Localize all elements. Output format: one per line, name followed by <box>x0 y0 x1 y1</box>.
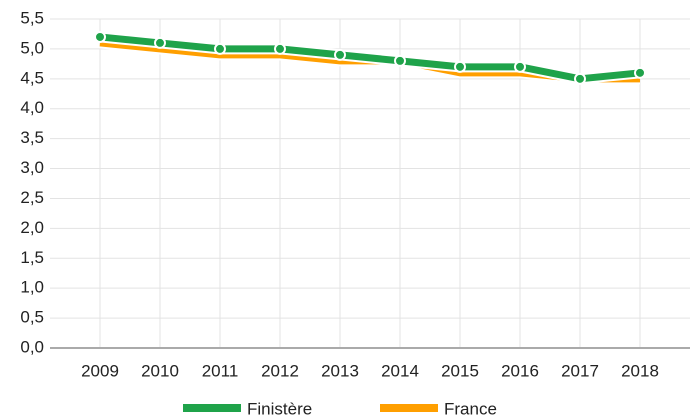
x-tick-label: 2014 <box>381 361 419 380</box>
line <box>99 33 641 83</box>
legend-label: Finistère <box>247 399 312 418</box>
y-tick-label: 1,0 <box>20 278 44 297</box>
point <box>574 72 586 85</box>
y-tick-label: 5,5 <box>20 8 44 27</box>
point <box>514 60 526 73</box>
point <box>394 54 406 67</box>
point <box>274 42 286 55</box>
x-tick-label: 2013 <box>321 361 359 380</box>
y-tick-label: 2,0 <box>20 218 44 237</box>
x-tick-label: 2011 <box>202 361 239 380</box>
legend-swatch <box>380 404 438 412</box>
point <box>334 48 346 61</box>
point <box>454 60 466 73</box>
x-tick-label: 2018 <box>621 361 659 380</box>
x-tick-label: 2017 <box>561 361 599 380</box>
y-tick-label: 2,5 <box>20 188 44 207</box>
legend-swatch <box>183 404 241 412</box>
point <box>154 36 166 49</box>
y-tick-label: 5,0 <box>20 38 44 57</box>
x-tick-label: 2015 <box>441 361 479 380</box>
x-tick-label: 2009 <box>81 361 119 380</box>
y-tick-label: 0,5 <box>20 308 44 327</box>
x-tick-label: 2016 <box>501 361 539 380</box>
point <box>634 66 646 79</box>
y-tick-label: 1,5 <box>20 248 44 267</box>
x-tick-label: 2012 <box>261 361 299 380</box>
y-tick-label: 0,0 <box>20 337 44 356</box>
point <box>94 30 106 43</box>
y-tick-label: 4,5 <box>20 68 44 87</box>
point <box>214 42 226 55</box>
x-tick-label: 2010 <box>141 361 179 380</box>
legend-label: France <box>444 399 497 418</box>
y-tick-label: 4,0 <box>20 98 44 117</box>
y-tick-label: 3,5 <box>20 128 44 147</box>
y-tick-label: 3,0 <box>20 158 44 177</box>
